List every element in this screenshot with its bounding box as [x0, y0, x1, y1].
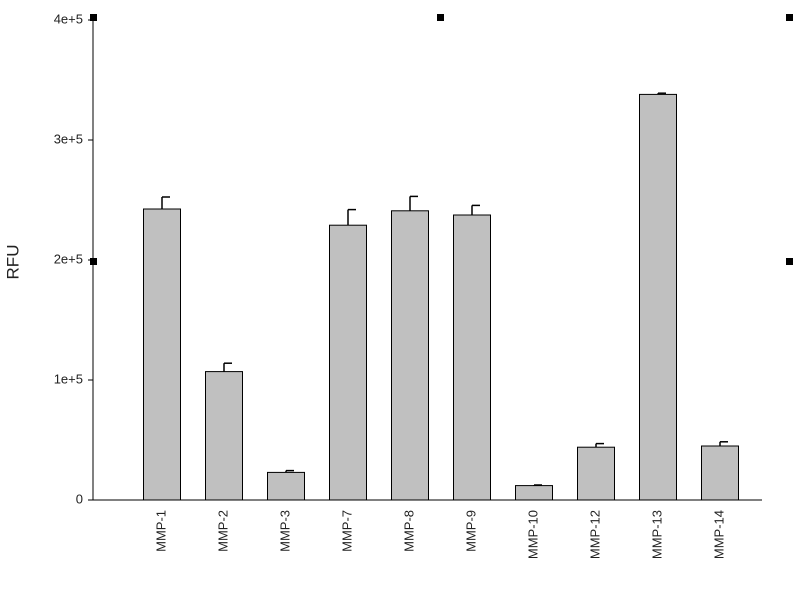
corner-marker	[786, 258, 793, 265]
x-tick-label: MMP-14	[711, 510, 726, 559]
x-tick-label: MMP-10	[525, 510, 540, 559]
x-tick-label: MMP-3	[277, 510, 292, 552]
bar	[453, 214, 491, 501]
x-tick-label: MMP-8	[401, 510, 416, 552]
x-tick-label: MMP-1	[153, 510, 168, 552]
x-tick-label: MMP-13	[649, 510, 664, 559]
bar	[329, 224, 367, 501]
x-tick-label: MMP-12	[587, 510, 602, 559]
corner-marker	[90, 14, 97, 21]
y-tick-label: 1e+5	[54, 371, 83, 386]
bar	[391, 210, 429, 501]
bar	[267, 471, 305, 501]
corner-marker	[437, 14, 444, 21]
y-tick-label: 4e+5	[54, 11, 83, 26]
y-tick-label: 0	[76, 491, 83, 506]
y-tick-label: 3e+5	[54, 131, 83, 146]
x-tick-label: MMP-2	[215, 510, 230, 552]
x-tick-label: MMP-9	[463, 510, 478, 552]
bar	[701, 445, 739, 501]
bar	[143, 208, 181, 501]
bar	[639, 93, 677, 501]
bar	[577, 446, 615, 501]
corner-marker	[90, 258, 97, 265]
bar	[515, 485, 553, 501]
corner-marker	[786, 14, 793, 21]
y-tick-label: 2e+5	[54, 251, 83, 266]
y-axis-label: RFU	[3, 245, 22, 280]
bar	[205, 371, 243, 501]
x-tick-label: MMP-7	[339, 510, 354, 552]
